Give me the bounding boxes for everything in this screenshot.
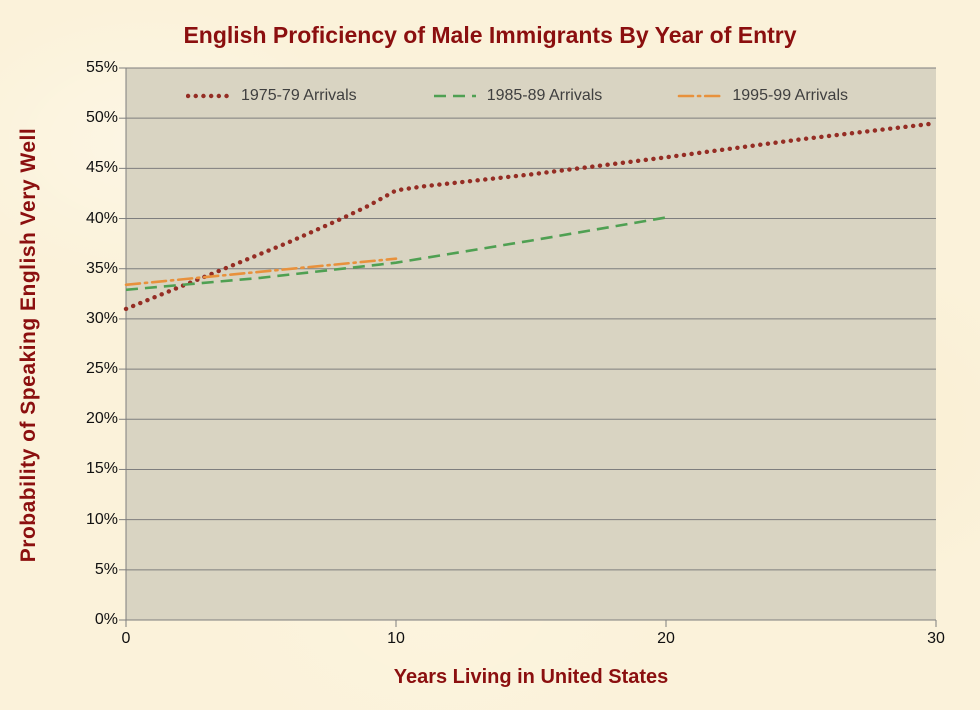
x-axis-title: Years Living in United States <box>393 666 669 688</box>
y-tick-label: 20% <box>85 410 118 428</box>
legend: 1975-79 Arrivals 1985-89 Arrivals 1995-9… <box>186 87 848 105</box>
y-tick-label: 40% <box>85 209 118 227</box>
legend-marker-dashdot-icon <box>678 94 723 98</box>
x-tick-label: 30 <box>927 630 945 647</box>
y-tick-label: 50% <box>85 109 118 127</box>
y-tick-label: 0% <box>94 611 118 628</box>
y-tick-label: 35% <box>85 259 118 277</box>
legend-marker-dashed-icon <box>433 94 476 98</box>
y-tick-label: 5% <box>94 560 118 578</box>
y-tick-label: 25% <box>85 360 118 378</box>
x-tick-label: 20 <box>657 630 675 647</box>
series-line-0 <box>123 121 939 312</box>
series-line-1 <box>125 216 667 292</box>
plot-area <box>126 68 936 620</box>
legend-marker-dotted-icon <box>186 93 232 99</box>
y-tick-label: 30% <box>85 309 118 327</box>
legend-item-1975-79: 1975-79 Arrivals <box>186 87 357 105</box>
legend-label: 1995-99 Arrivals <box>732 87 848 104</box>
x-tick-label: 0 <box>121 630 131 647</box>
legend-label: 1985-89 Arrivals <box>486 87 603 104</box>
y-tick-label: 45% <box>85 159 118 177</box>
legend-item-1995-99: 1995-99 Arrivals <box>677 87 848 105</box>
x-tick-label: 10 <box>387 630 405 647</box>
legend-label: 1975-79 Arrivals <box>241 87 357 104</box>
series-line-2 <box>124 257 398 287</box>
y-tick-label: 10% <box>85 510 118 528</box>
chart-title: English Proficiency of Male Immigrants B… <box>183 22 797 48</box>
y-tick-label: 15% <box>85 460 118 478</box>
legend-item-1985-89: 1985-89 Arrivals <box>432 87 603 105</box>
y-tick-label: 55% <box>85 59 118 76</box>
